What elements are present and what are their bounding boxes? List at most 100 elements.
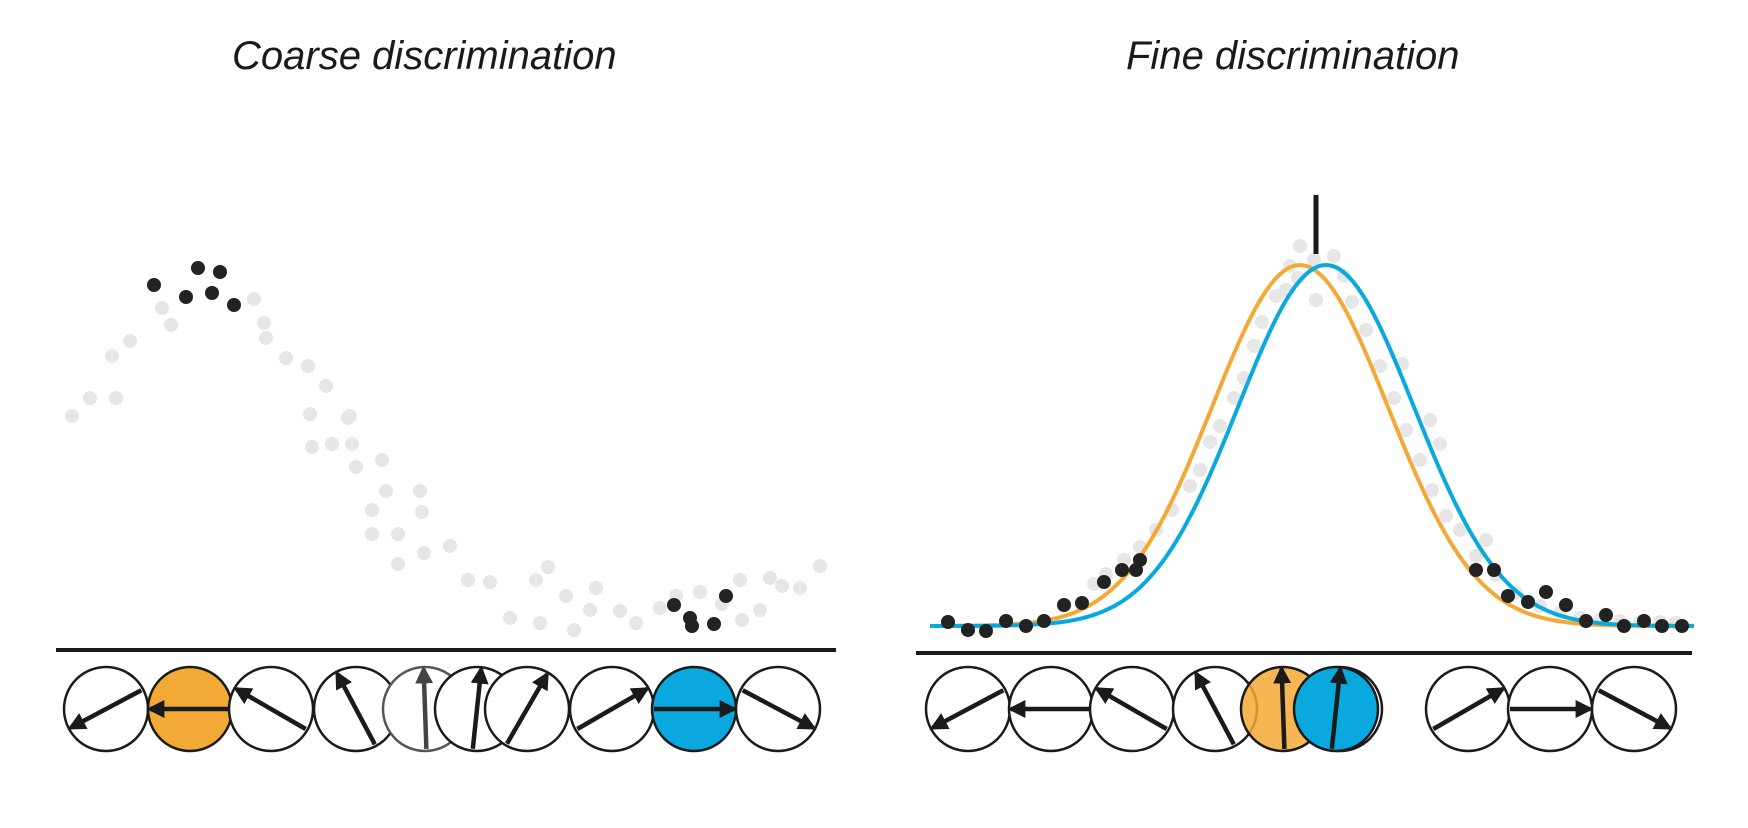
neuron bbox=[568, 665, 656, 753]
coarse-dark-dot bbox=[147, 278, 161, 292]
coarse-faint-dot bbox=[583, 603, 597, 617]
fine-dark-dot bbox=[1097, 575, 1111, 589]
fine-dark-dot bbox=[1559, 598, 1573, 612]
fine-faint-dot bbox=[1309, 293, 1323, 307]
coarse-faint-dot bbox=[247, 292, 261, 306]
fine-faint-dot bbox=[1293, 239, 1307, 253]
direction-arrow-icon bbox=[576, 687, 650, 731]
coarse-faint-dot bbox=[793, 581, 807, 595]
neuron bbox=[924, 665, 1012, 753]
direction-arrow-icon bbox=[1273, 665, 1292, 750]
neuron bbox=[1088, 665, 1176, 753]
coarse-faint-dot bbox=[379, 484, 393, 498]
fine-faint-dot bbox=[1359, 323, 1373, 337]
coarse-dark-dot bbox=[205, 286, 219, 300]
fine-dark-dot bbox=[1617, 619, 1631, 633]
coarse-faint-dot bbox=[693, 585, 707, 599]
fine-faint-dot bbox=[1307, 253, 1321, 267]
direction-arrow-icon bbox=[233, 687, 307, 731]
coarse-faint-dot bbox=[303, 407, 317, 421]
direction-arrow-icon bbox=[1094, 687, 1168, 731]
direction-arrow-icon bbox=[1194, 670, 1236, 746]
coarse-dark-dot bbox=[667, 598, 681, 612]
direction-arrow-icon bbox=[470, 665, 489, 750]
fine-faint-dot bbox=[1193, 463, 1207, 477]
fine-faint-dot bbox=[1337, 269, 1351, 283]
coarse-faint-dot bbox=[365, 503, 379, 517]
coarse-faint-dot bbox=[164, 318, 178, 332]
coarse-faint-dot bbox=[735, 613, 749, 627]
coarse-faint-dot bbox=[533, 616, 547, 630]
fine-dark-dot bbox=[1115, 563, 1129, 577]
fine-faint-dots bbox=[1087, 239, 1683, 630]
coarse-faint-dot bbox=[541, 560, 555, 574]
coarse-neuron-row bbox=[62, 665, 822, 753]
coarse-faint-dot bbox=[375, 453, 389, 467]
fine-faint-dot bbox=[1387, 391, 1401, 405]
fine-dark-dot bbox=[999, 614, 1013, 628]
fine-faint-dot bbox=[1423, 413, 1437, 427]
coarse-faint-dot bbox=[653, 601, 667, 615]
fine-dark-dot bbox=[1539, 585, 1553, 599]
fine-dark-dot bbox=[1655, 619, 1669, 633]
fine-faint-dot bbox=[1255, 315, 1269, 329]
coarse-faint-dot bbox=[443, 539, 457, 553]
fine-dark-dot bbox=[961, 623, 975, 637]
coarse-faint-dot bbox=[391, 557, 405, 571]
fine-dark-dot bbox=[1133, 553, 1147, 567]
fine-faint-dot bbox=[1469, 549, 1483, 563]
fine-faint-dot bbox=[1203, 435, 1217, 449]
coarse-faint-dot bbox=[345, 437, 359, 451]
coarse-faint-dot bbox=[391, 527, 405, 541]
coarse-faint-dot bbox=[629, 616, 643, 630]
fine-dark-dot bbox=[1469, 563, 1483, 577]
coarse-dark-dot bbox=[227, 298, 241, 312]
coarse-faint-dot bbox=[305, 440, 319, 454]
direction-arrow-icon bbox=[1597, 688, 1673, 730]
fine-faint-dot bbox=[1479, 533, 1493, 547]
neuron bbox=[1007, 665, 1095, 753]
neuron bbox=[734, 665, 822, 753]
fine-dark-dot bbox=[1599, 608, 1613, 622]
coarse-faint-dot bbox=[763, 571, 777, 585]
fine-dark-dot bbox=[1487, 563, 1501, 577]
coarse-faint-dot bbox=[461, 573, 475, 587]
fine-faint-dot bbox=[1227, 391, 1241, 405]
coarse-faint-dot bbox=[417, 546, 431, 560]
coarse-title: Coarse discrimination bbox=[232, 34, 617, 78]
coarse-faint-dot bbox=[613, 604, 627, 618]
fine-dark-dot bbox=[1057, 598, 1071, 612]
fine-dark-dots bbox=[941, 553, 1689, 638]
neuron bbox=[146, 665, 234, 753]
fine-dark-dot bbox=[1037, 614, 1051, 628]
fine-faint-dot bbox=[1183, 479, 1197, 493]
direction-arrow-icon bbox=[415, 665, 434, 750]
fine-faint-dot bbox=[1213, 419, 1227, 433]
neuron bbox=[1424, 665, 1512, 753]
fine-faint-dot bbox=[1433, 437, 1447, 451]
fine-dark-dot bbox=[1019, 619, 1033, 633]
direction-arrow-icon bbox=[335, 670, 377, 746]
fine-dark-dot bbox=[1521, 595, 1535, 609]
neuron bbox=[312, 665, 400, 753]
coarse-faint-dot bbox=[413, 484, 427, 498]
direction-arrow-icon bbox=[1329, 665, 1348, 750]
fine-faint-dot bbox=[1425, 483, 1439, 497]
coarse-faint-dot bbox=[349, 460, 363, 474]
coarse-dark-dot bbox=[213, 265, 227, 279]
coarse-dark-dot bbox=[191, 261, 205, 275]
fine-orange-tuning-curve bbox=[930, 263, 1694, 628]
fine-blue-tuning-curve bbox=[930, 262, 1694, 628]
coarse-faint-dot bbox=[483, 575, 497, 589]
coarse-faint-dot bbox=[109, 391, 123, 405]
direction-arrow-icon bbox=[67, 688, 143, 730]
coarse-faint-dot bbox=[341, 411, 355, 425]
neuron bbox=[650, 665, 738, 753]
coarse-faint-dot bbox=[259, 331, 273, 345]
coarse-dark-dot bbox=[707, 617, 721, 631]
neuron bbox=[483, 665, 571, 753]
fine-faint-dot bbox=[1413, 453, 1427, 467]
coarse-faint-dot bbox=[123, 334, 137, 348]
neuron bbox=[62, 665, 150, 753]
